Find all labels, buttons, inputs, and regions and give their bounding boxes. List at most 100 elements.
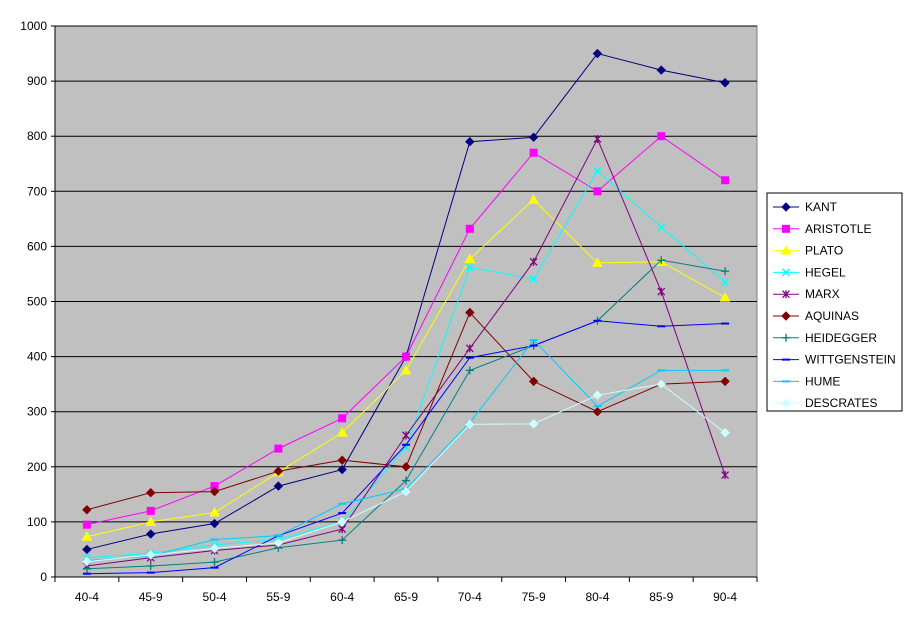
data-point-heidegger	[721, 267, 730, 276]
data-point-marx	[529, 257, 538, 266]
legend-marker	[780, 245, 792, 255]
data-point-aristotle	[657, 132, 666, 141]
data-point-descrates	[146, 550, 156, 560]
x-tick-label: 70-4	[458, 590, 482, 604]
data-point-marx	[593, 134, 602, 143]
x-tick-label: 50-4	[203, 590, 227, 604]
data-point-kant	[337, 464, 347, 475]
legend-marker	[782, 333, 790, 342]
series-aquinas	[82, 307, 730, 515]
data-point-plato	[528, 194, 539, 204]
data-point-aristotle	[529, 148, 538, 157]
data-point-plato	[145, 516, 157, 526]
x-tick-label: 90-4	[713, 590, 737, 604]
legend-item-wittgenstein: WITTGENSTEIN	[773, 353, 896, 367]
data-point-kant	[592, 48, 603, 59]
data-point-plato	[81, 531, 93, 541]
data-point-aristotle	[274, 444, 283, 453]
legend-marker	[781, 311, 791, 321]
data-point-aristotle	[146, 506, 155, 515]
series-plato	[81, 194, 731, 541]
legend-label: HUME	[805, 374, 840, 388]
data-point-hegel	[593, 166, 602, 175]
data-point-heidegger	[338, 536, 347, 545]
data-point-descrates	[528, 419, 539, 429]
data-point-heidegger	[210, 558, 219, 567]
data-point-descrates	[465, 419, 475, 430]
x-tick-label: 80-4	[585, 590, 609, 604]
y-tick-label: 1000	[20, 19, 47, 33]
data-point-plato	[719, 292, 731, 302]
series-descrates	[82, 379, 730, 567]
legend-item-aquinas: AQUINAS	[773, 309, 859, 323]
data-point-descrates	[656, 379, 666, 389]
legend-marker	[781, 268, 791, 277]
legend-item-kant: KANT	[773, 200, 838, 214]
y-tick-label: 300	[27, 405, 47, 419]
data-point-aquinas	[720, 376, 730, 387]
data-point-descrates	[209, 543, 220, 554]
data-point-aquinas	[337, 455, 347, 465]
gridlines	[55, 25, 757, 523]
data-point-plato	[336, 427, 348, 437]
legend: KANT ARISTOTLE PLATO HEGEL MARX AQUINAS HEIDEG…	[766, 192, 903, 412]
data-point-marx	[721, 471, 730, 480]
data-point-heidegger	[657, 256, 666, 265]
data-point-aquinas	[592, 406, 603, 417]
data-point-heidegger	[465, 366, 474, 375]
data-point-descrates	[82, 556, 92, 567]
series-group	[81, 48, 731, 575]
legend-item-hegel: HEGEL	[773, 265, 846, 279]
x-tick-label: 40-4	[75, 590, 99, 604]
x-tick-label: 45-9	[139, 590, 163, 604]
y-tick-label: 200	[27, 460, 47, 474]
y-tick-label: 100	[27, 515, 47, 529]
data-point-marx	[402, 431, 410, 440]
data-point-aristotle	[402, 352, 410, 361]
data-point-descrates	[337, 517, 347, 527]
x-axis: 40-4 45-9 50-4 55-9 60-4 65-9 70-4 75-9 80-4 85-9…	[54, 576, 758, 604]
legend-label: AQUINAS	[805, 309, 859, 323]
legend-marker	[781, 202, 791, 212]
legend-item-heidegger: HEIDEGGER	[773, 331, 877, 345]
data-point-hegel	[529, 274, 538, 283]
x-tick-label: 60-4	[330, 590, 354, 604]
data-point-aristotle	[465, 224, 474, 233]
y-tick-label: 0	[40, 570, 47, 584]
data-point-descrates	[401, 486, 411, 497]
data-point-hegel	[721, 278, 730, 287]
data-point-aquinas	[273, 466, 284, 476]
data-point-kant	[465, 137, 475, 147]
y-axis: 0 100 200 300 400 500 600 700 800 900 1000	[20, 19, 56, 584]
data-point-plato	[464, 253, 476, 264]
legend-item-marx: MARX	[773, 287, 840, 301]
data-point-hegel	[465, 263, 474, 272]
data-point-aquinas	[401, 462, 411, 472]
legend-label: ARISTOTLE	[805, 222, 871, 236]
legend-label: PLATO	[805, 244, 843, 258]
data-point-aquinas	[528, 376, 539, 387]
legend-marker	[782, 290, 790, 299]
legend-label: HEGEL	[805, 265, 846, 279]
data-point-aquinas	[82, 505, 92, 515]
data-point-aquinas	[146, 487, 156, 498]
legend-label: KANT	[805, 200, 838, 214]
series-aristotle	[82, 132, 730, 529]
legend-label: DESCRATES	[805, 396, 877, 410]
data-point-marx	[657, 287, 666, 296]
x-tick-label: 55-9	[266, 590, 290, 604]
x-tick-label: 75-9	[522, 590, 546, 604]
data-point-kant	[720, 78, 730, 88]
data-point-plato	[400, 364, 412, 375]
data-point-aquinas	[209, 486, 220, 497]
legend-item-descrates: DESCRATES	[773, 396, 877, 410]
data-point-aristotle	[82, 520, 91, 529]
y-tick-label: 600	[27, 239, 47, 253]
x-tick-label: 85-9	[649, 590, 673, 604]
data-point-aristotle	[593, 187, 602, 196]
data-point-kant	[82, 544, 92, 555]
data-point-heidegger	[146, 561, 155, 570]
legend-item-plato: PLATO	[773, 244, 843, 258]
data-point-plato	[209, 507, 220, 517]
y-tick-label: 400	[27, 350, 47, 364]
